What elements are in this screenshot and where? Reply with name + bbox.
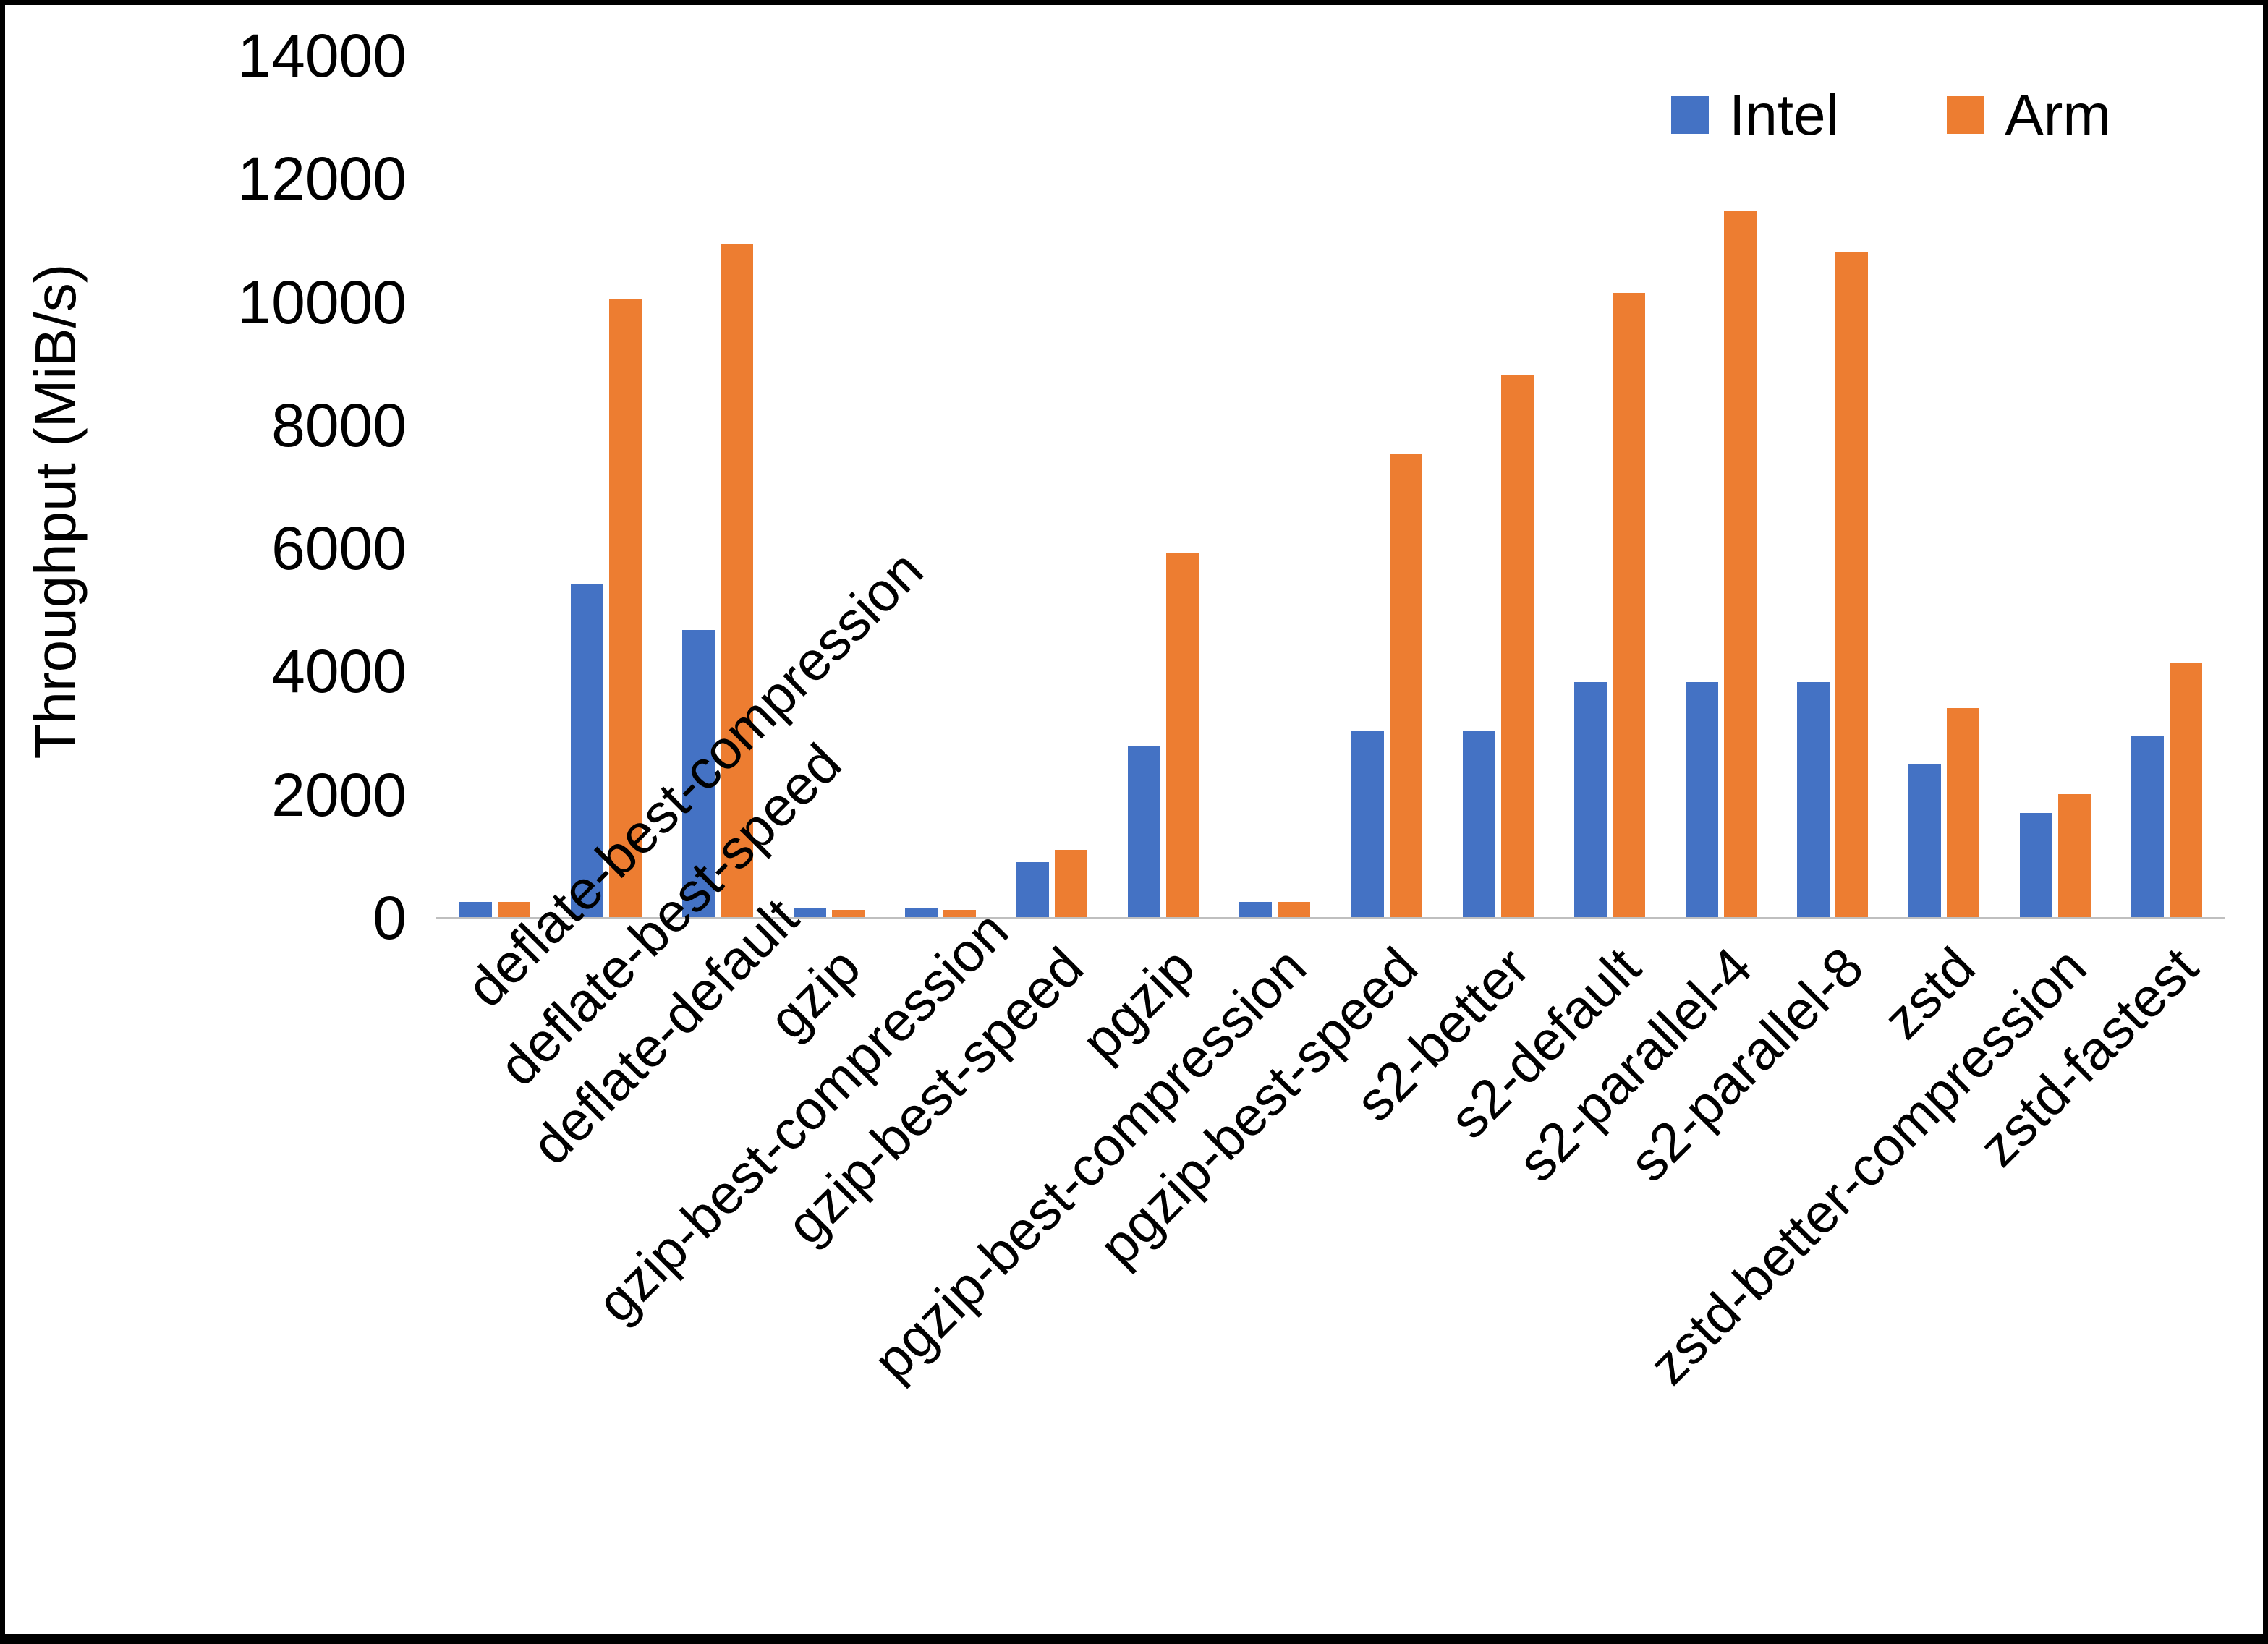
bar-arm-gzip [832, 909, 865, 918]
bar-arm-deflate-default [721, 243, 754, 918]
bar-group [1443, 56, 1554, 918]
bar-arm-zstd-fastest [2169, 663, 2202, 918]
y-tick-label: 6000 [271, 514, 407, 583]
legend-item-arm: Arm [1947, 86, 2111, 144]
bar-arm-gzip-best-speed [1055, 850, 1088, 918]
bar-group [1219, 56, 1330, 918]
y-tick-label: 2000 [271, 760, 407, 829]
bar-arm-pgzip [1166, 553, 1199, 918]
legend-swatch-icon [1671, 96, 1710, 134]
bar-group [1108, 56, 1219, 918]
bar-intel-s2-parallel-4 [1685, 681, 1718, 918]
bar-group [996, 56, 1108, 918]
y-tick-label: 14000 [237, 22, 407, 90]
bar-group [885, 56, 996, 918]
legend: Intel Arm [1671, 86, 2111, 144]
bar-group [2000, 56, 2111, 918]
legend-label: Arm [2005, 82, 2111, 147]
plot-area [436, 56, 2225, 919]
bar-intel-zstd [1908, 764, 1941, 918]
x-axis-labels: deflate-best-compressiondeflate-best-spe… [439, 539, 2222, 1588]
y-tick-label: 0 [373, 884, 407, 952]
bar-arm-zstd [1946, 707, 1979, 918]
bar-arm-s2-parallel-8 [1835, 252, 1868, 918]
bar-intel-gzip-best-speed [1016, 862, 1050, 918]
bar-intel-s2-default [1573, 681, 1607, 918]
bar-group [551, 56, 662, 918]
y-tick-label: 8000 [271, 391, 407, 459]
bar-intel-zstd-fastest [2131, 735, 2164, 918]
bar-arm-deflate-best-speed [609, 299, 642, 918]
bar-intel-s2-better [1462, 731, 1495, 918]
bar-group [662, 56, 773, 918]
bar-group [1777, 56, 1888, 918]
bar-arm-s2-better [1500, 375, 1534, 918]
x-tick-label: deflate-best-compression [455, 539, 935, 1018]
legend-item-intel: Intel [1671, 86, 1838, 144]
x-axis-line [436, 917, 2225, 919]
bar-arm-s2-parallel-4 [1723, 210, 1757, 918]
bar-arm-s2-default [1612, 292, 1645, 918]
bar-arm-gzip-best-compression [943, 909, 977, 918]
y-axis: 0 2000 4000 6000 8000 10000 12000 14000 [5, 25, 407, 948]
legend-swatch-icon [1947, 96, 1985, 134]
bar-arm-zstd-better-compression [2057, 793, 2091, 918]
bar-group [439, 56, 551, 918]
bar-intel-pgzip-best-speed [1351, 731, 1384, 918]
bar-group [1554, 56, 1665, 918]
bar-group [773, 56, 885, 918]
bar-intel-s2-parallel-8 [1796, 681, 1830, 918]
y-tick-label: 4000 [271, 637, 407, 706]
bar-group [1331, 56, 1443, 918]
bar-intel-deflate-default [682, 629, 715, 918]
bar-intel-gzip [794, 908, 827, 918]
bar-group [1665, 56, 1777, 918]
bar-intel-pgzip [1128, 746, 1161, 918]
bar-intel-pgzip-best-compression [1239, 901, 1273, 918]
y-tick-label: 10000 [237, 268, 407, 336]
bar-intel-gzip-best-compression [905, 908, 938, 918]
bar-group [1888, 56, 2000, 918]
bar-intel-deflate-best-speed [571, 583, 604, 918]
y-tick-label: 12000 [237, 145, 407, 213]
legend-label: Intel [1729, 82, 1839, 147]
bar-group [2111, 56, 2222, 918]
bar-intel-zstd-better-compression [2019, 813, 2052, 918]
bar-arm-pgzip-best-compression [1278, 902, 1311, 918]
bar-intel-deflate-best-compression [459, 901, 493, 918]
bar-arm-deflate-best-compression [498, 902, 531, 918]
bar-arm-pgzip-best-speed [1389, 453, 1422, 918]
